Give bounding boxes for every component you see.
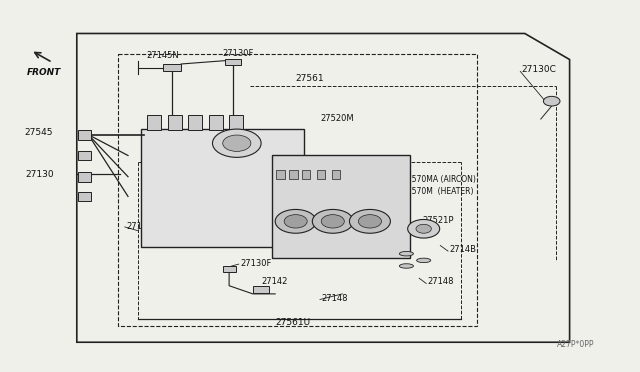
Bar [147, 115, 161, 130]
Text: 27130F: 27130F [240, 259, 271, 268]
Bar [302, 170, 310, 179]
Circle shape [543, 96, 560, 106]
Bar [225, 59, 241, 65]
Circle shape [223, 135, 251, 151]
Bar [272, 155, 410, 258]
Text: 27130C: 27130C [522, 65, 556, 74]
Bar [168, 115, 182, 130]
Circle shape [212, 129, 261, 157]
Bar [289, 170, 298, 179]
Bar [78, 192, 91, 201]
Bar [78, 172, 91, 182]
Bar [317, 170, 325, 179]
Circle shape [358, 215, 381, 228]
Text: 27139M: 27139M [178, 130, 212, 139]
Circle shape [312, 209, 353, 233]
Bar [223, 266, 236, 272]
Text: 27521P: 27521P [422, 216, 454, 225]
Circle shape [349, 209, 390, 233]
Text: A27P*0PP: A27P*0PP [557, 340, 595, 349]
Text: FRONT: FRONT [26, 68, 61, 77]
Text: 27148: 27148 [428, 278, 454, 286]
Circle shape [275, 209, 316, 233]
Bar [332, 170, 340, 179]
Text: 27561U: 27561U [276, 318, 310, 327]
Circle shape [408, 219, 440, 238]
Text: 2714B: 2714B [449, 246, 476, 254]
Bar [253, 286, 269, 293]
Bar [276, 170, 285, 179]
Text: 27148: 27148 [321, 294, 348, 303]
Bar [209, 115, 223, 130]
Text: 27520M: 27520M [320, 114, 354, 123]
Text: 27142: 27142 [261, 278, 287, 286]
Text: 27140: 27140 [269, 136, 295, 145]
Circle shape [416, 224, 431, 233]
Text: 27561: 27561 [296, 74, 324, 83]
Ellipse shape [417, 258, 431, 263]
Text: 27130: 27130 [26, 170, 54, 179]
Text: 27145N: 27145N [146, 51, 179, 60]
Text: 27570M  (HEATER): 27570M (HEATER) [402, 187, 474, 196]
Bar [188, 115, 202, 130]
Circle shape [321, 215, 344, 228]
Bar [141, 129, 304, 247]
Text: 27570MA (AIRCON): 27570MA (AIRCON) [402, 175, 476, 184]
Circle shape [284, 215, 307, 228]
Ellipse shape [399, 251, 413, 256]
Ellipse shape [399, 264, 413, 268]
Text: 27130F: 27130F [223, 49, 254, 58]
Bar [229, 115, 243, 130]
Text: 27139X: 27139X [127, 222, 159, 231]
Bar [78, 130, 91, 140]
Text: 27545: 27545 [24, 128, 53, 137]
Bar [163, 64, 181, 71]
Bar [78, 151, 91, 160]
